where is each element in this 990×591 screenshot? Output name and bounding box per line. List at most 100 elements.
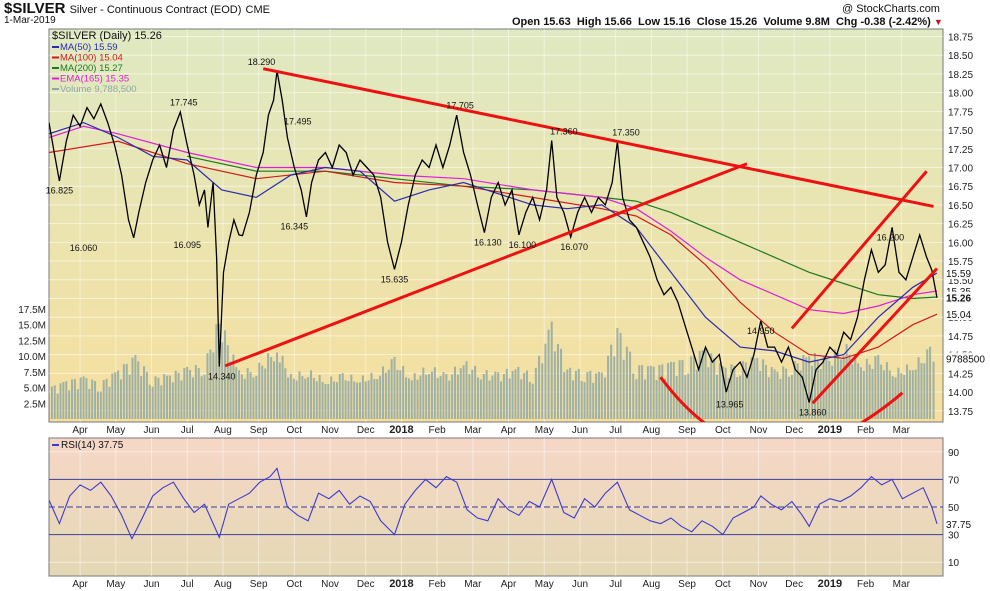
volume-bar [125, 363, 128, 419]
volume-bar [848, 354, 851, 419]
volume-bar [151, 386, 154, 419]
volume-bar [903, 374, 906, 419]
volume-bar [523, 372, 526, 419]
x-tick-label: Aug [642, 425, 660, 436]
volume-bar [436, 377, 439, 419]
price-annotations: 16.825 17.745 16.060 16.095 18.290 17.495 16.3… [46, 57, 905, 418]
volume-bar [511, 371, 514, 419]
price-tick-label: 16.25 [948, 220, 973, 231]
volume-bar [171, 382, 174, 419]
volume-bar [191, 377, 194, 419]
volume-bar [908, 370, 911, 419]
volume-bar [114, 372, 117, 419]
volume-bar [597, 371, 600, 419]
volume-bar [347, 381, 350, 419]
quote-bar: Open 15.63 High 15.66 Low 15.16 Close 15… [512, 16, 943, 28]
volume-bar [221, 342, 224, 419]
volume-bar [387, 369, 390, 419]
rsi-x-tick-label: 2019 [818, 578, 842, 590]
volume-bar [453, 366, 456, 419]
value-tag-box [944, 352, 982, 365]
volume-bar [358, 382, 361, 419]
volume-bar [767, 377, 770, 419]
volume-bar [534, 367, 537, 419]
rsi-x-tick-label: Feb [857, 579, 875, 590]
volume-bar [206, 353, 209, 419]
volume-bar [880, 364, 883, 419]
volume-bar [273, 361, 276, 419]
volume-bar [96, 391, 99, 419]
volume-bar [644, 379, 647, 419]
quote-close: 15.26 [729, 16, 758, 28]
volume-bar [836, 353, 839, 419]
volume-bar [701, 350, 704, 419]
volume-bar [315, 381, 318, 419]
volume-bar [71, 379, 74, 419]
volume-bar [692, 355, 695, 419]
volume-bar [154, 376, 157, 419]
volume-bar [477, 377, 480, 419]
volume-bar [407, 378, 410, 419]
trendline [262, 67, 934, 208]
volume-bar [261, 365, 264, 419]
volume-bar [485, 370, 488, 419]
value-tag-label: 15.59 [946, 269, 971, 280]
rsi-x-tick-label: Apr [72, 579, 88, 590]
rsi-x-tick-label: Sep [250, 579, 268, 590]
rsi-value-tag: 37.75 [946, 520, 971, 531]
volume-bar [531, 383, 534, 419]
value-tag-label: 9788500 [946, 354, 985, 365]
volume-bar [514, 369, 517, 419]
volume-bar [877, 355, 880, 419]
volume-bar [698, 350, 701, 419]
volume-bar [883, 370, 886, 419]
volume-bar [808, 356, 811, 419]
volume-bar [610, 344, 613, 419]
volume-bar [428, 374, 431, 419]
volume-bar [625, 346, 628, 419]
volume-bar [753, 358, 756, 419]
price-tick-label: 17.75 [948, 107, 973, 118]
volume-bar [926, 349, 929, 419]
value-tag-box [944, 291, 982, 304]
price-annotation: 16.825 [46, 186, 74, 196]
volume-bar [252, 377, 255, 419]
rsi-x-tick-label: Mar [464, 579, 482, 590]
volume-bar [276, 352, 279, 419]
price-annotation: 17.350 [612, 127, 640, 137]
volume-bar [793, 360, 796, 419]
rsi-series [49, 467, 938, 540]
volume-bar [629, 351, 632, 419]
volume-bar [779, 378, 782, 419]
volume-tick-label: 2.5M [24, 399, 46, 410]
volume-bar [344, 380, 347, 419]
price-annotation: 16.095 [173, 240, 201, 250]
volume-bar [517, 366, 520, 419]
volume-bar [422, 367, 425, 419]
volume-bar [292, 378, 295, 419]
volume-bar [379, 375, 382, 419]
volume-bar [744, 362, 747, 419]
volume-bar [652, 366, 655, 419]
x-tick-label: Apr [72, 425, 88, 436]
volume-bar [189, 369, 192, 419]
volume-bar [788, 376, 790, 419]
volume-bar [572, 380, 575, 419]
volume-bar [500, 381, 503, 419]
value-tag-label: 15.26 [946, 294, 971, 305]
quote-open: 15.63 [543, 16, 571, 28]
rsi-x-tick-label: Aug [642, 579, 660, 590]
price-tick-label: 16.00 [948, 238, 973, 249]
main-chart-title: $SILVER (Daily) 15.26 [52, 30, 162, 42]
volume-bar [310, 370, 313, 419]
volume-bar [341, 373, 344, 419]
rsi-legend: RSI(14) 37.75 [52, 440, 124, 451]
volume-bar [442, 372, 445, 419]
volume-bar [854, 354, 857, 419]
quote-high: 15.66 [604, 16, 632, 28]
volume-bar [160, 385, 163, 419]
volume-bar [79, 377, 82, 419]
rounding-bottom-arc [659, 376, 904, 422]
price-annotation: 14.950 [747, 326, 775, 336]
volume-bar [425, 374, 428, 419]
